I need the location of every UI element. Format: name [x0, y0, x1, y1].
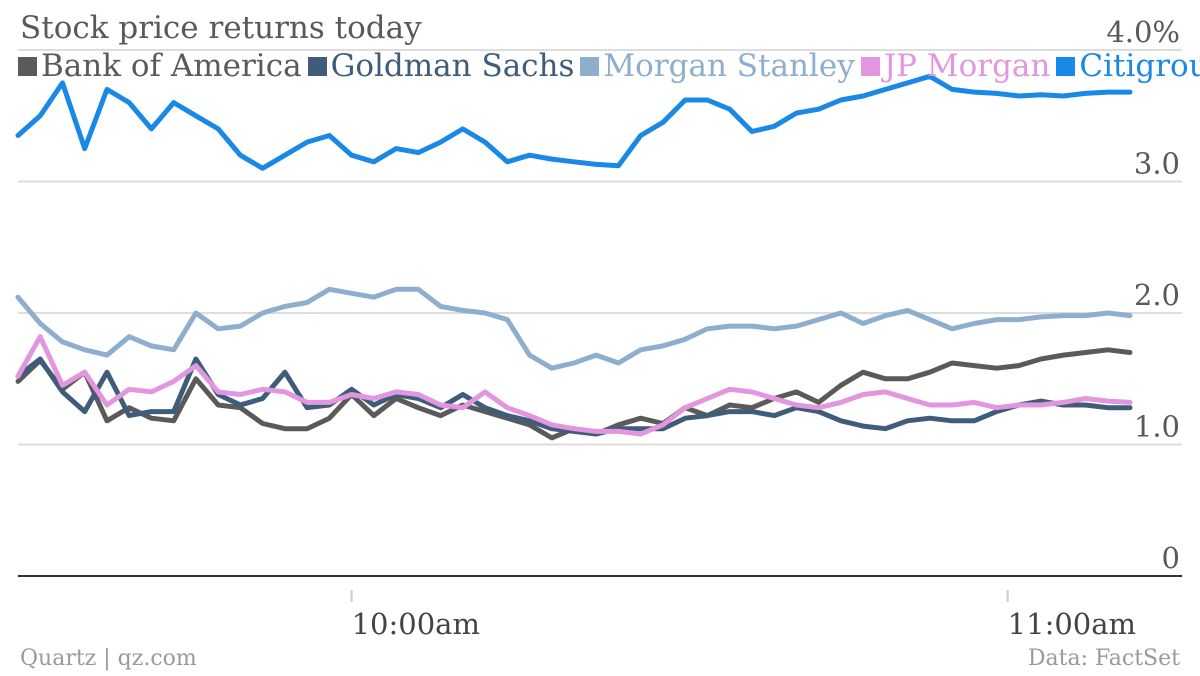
legend-item: Goldman Sachs — [307, 48, 575, 84]
gridlines — [18, 49, 1182, 446]
legend-label: Citigroup — [1079, 48, 1200, 84]
legend-swatch — [860, 56, 880, 76]
chart-title: Stock price returns today — [20, 10, 422, 46]
series-line-jp-morgan — [15, 334, 1133, 437]
legend-item: Bank of America — [18, 48, 302, 84]
series-line-citigroup — [15, 73, 1133, 171]
series-line-morgan-stanley — [15, 286, 1133, 371]
y-tick-label: 3.0 — [1134, 147, 1180, 181]
legend-swatch — [1056, 56, 1076, 76]
source-credit: Quartz | qz.com — [20, 646, 197, 671]
legend-swatch — [580, 56, 600, 76]
legend-item: Morgan Stanley — [580, 48, 855, 84]
legend-label: Bank of America — [41, 48, 302, 84]
legend-label: JP Morgan — [883, 48, 1051, 84]
y-axis-tick-labels: 0 1.0 2.0 3.0 4.0% — [1106, 15, 1180, 575]
x-axis-ticks: 10:00am 11:00am — [350, 590, 1136, 641]
legend-swatch — [307, 56, 327, 76]
legend: Bank of America Goldman Sachs Morgan Stanl… — [18, 48, 1200, 84]
x-tick-label: 10:00am — [352, 607, 480, 641]
data-source: Data: FactSet — [1027, 646, 1180, 671]
legend-label: Goldman Sachs — [330, 48, 575, 84]
legend-swatch — [18, 56, 37, 76]
legend-label: Morgan Stanley — [603, 48, 855, 84]
series-lines — [15, 73, 1133, 441]
y-tick-label: 0 — [1162, 541, 1180, 575]
y-tick-label: 1.0 — [1134, 410, 1180, 444]
legend-item: Citigroup — [1056, 48, 1200, 84]
legend-item: JP Morgan — [860, 48, 1051, 84]
x-tick-label: 11:00am — [1008, 607, 1136, 641]
y-tick-label: 2.0 — [1134, 278, 1180, 312]
y-tick-label: 4.0% — [1106, 15, 1180, 49]
